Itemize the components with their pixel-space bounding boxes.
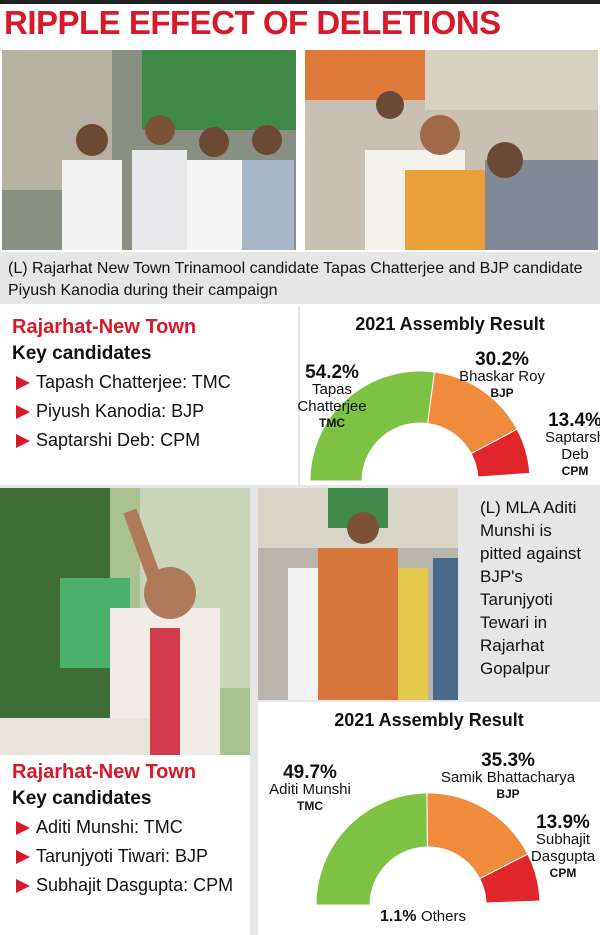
slice bbox=[485, 900, 541, 906]
value-label: 49.7% bbox=[283, 762, 337, 783]
divider bbox=[298, 306, 300, 486]
slice bbox=[315, 792, 428, 906]
divider bbox=[258, 700, 600, 702]
slice-name: Subhajit Dasgupta bbox=[530, 831, 596, 865]
slice-label: 30.2% Bhaskar Roy BJP bbox=[447, 349, 557, 402]
candidate: Tarunjyoti Tiwari: BJP bbox=[12, 845, 251, 868]
slice-label: 35.3% Samik Bhattacharya BJP bbox=[418, 750, 598, 803]
chart-box: 2021 Assembly Result 54.2% Tapas Chatterje… bbox=[297, 306, 600, 486]
value-label: 54.2% bbox=[305, 362, 359, 383]
slice-label: 1.1% Others bbox=[363, 908, 483, 925]
value-label: 13.4% bbox=[548, 410, 600, 431]
divider bbox=[250, 488, 258, 755]
party: BJP bbox=[490, 386, 514, 400]
chart-title: 2021 Assembly Result bbox=[355, 314, 545, 334]
key-candidates: Key candidates bbox=[12, 788, 152, 809]
slice-name: Others bbox=[420, 908, 466, 925]
slice bbox=[309, 370, 436, 482]
party: BJP bbox=[496, 787, 520, 801]
slice-name: Bhaskar Roy bbox=[459, 368, 545, 385]
value-label: 1.1% bbox=[380, 908, 417, 925]
constituency-name: Rajarhat-New Town bbox=[12, 761, 197, 783]
photo bbox=[305, 50, 598, 250]
headline: RIPPLE EFFECT OF DELETIONS bbox=[4, 4, 501, 41]
slice-name: Tapas Chatterjee bbox=[297, 381, 367, 415]
value-label: 30.2% bbox=[475, 349, 529, 370]
chart-box: 2021 Assembly Result 49.7% Aditi Munshi TMC… bbox=[258, 702, 600, 935]
party: TMC bbox=[297, 799, 323, 813]
photo bbox=[0, 488, 250, 755]
candidate-box: Rajarhat-New Town Key candidates Tapash Ch… bbox=[0, 306, 298, 486]
top-rule bbox=[0, 0, 600, 4]
party: CPM bbox=[561, 464, 589, 478]
party: TMC bbox=[319, 416, 345, 430]
slice-name: Saptarshi Deb bbox=[545, 429, 600, 463]
candidate: Subhajit Dasgupta: CPM bbox=[12, 874, 251, 897]
candidate: Aditi Munshi: TMC bbox=[12, 816, 251, 839]
candidate: Piyush Kanodia: BJP bbox=[12, 400, 306, 423]
divider bbox=[0, 485, 600, 488]
photo bbox=[258, 488, 458, 700]
slice-name: Samik Bhattacharya bbox=[440, 769, 576, 786]
slice-label: 13.9% Subhajit Dasgupta CPM bbox=[528, 812, 598, 882]
slice-label: 54.2% Tapas Chatterjee TMC bbox=[292, 362, 372, 432]
value-label: 13.9% bbox=[536, 812, 590, 833]
slice bbox=[470, 428, 531, 478]
half-donut bbox=[309, 370, 531, 482]
divider bbox=[250, 755, 258, 935]
slice-name: Aditi Munshi bbox=[269, 781, 351, 798]
photo bbox=[2, 50, 296, 250]
constituency-name: Rajarhat-New Town bbox=[12, 316, 197, 338]
side-caption: (L) MLA Aditi Munshi is pitted against B… bbox=[458, 488, 600, 702]
caption: (L) Rajarhat New Town Trinamool candidat… bbox=[0, 252, 600, 304]
key-candidates: Key candidates bbox=[12, 343, 152, 364]
candidate: Tapash Chatterjee: TMC bbox=[12, 371, 306, 394]
value-label: 35.3% bbox=[481, 750, 535, 771]
half-donut bbox=[315, 792, 541, 906]
candidate: Saptarshi Deb: CPM bbox=[12, 429, 306, 452]
slice-label: 49.7% Aditi Munshi TMC bbox=[255, 762, 365, 815]
candidate-box: Rajarhat-New Town Key candidates Aditi Mun… bbox=[0, 755, 250, 935]
party: CPM bbox=[549, 866, 577, 880]
chart-title: 2021 Assembly Result bbox=[334, 710, 524, 730]
